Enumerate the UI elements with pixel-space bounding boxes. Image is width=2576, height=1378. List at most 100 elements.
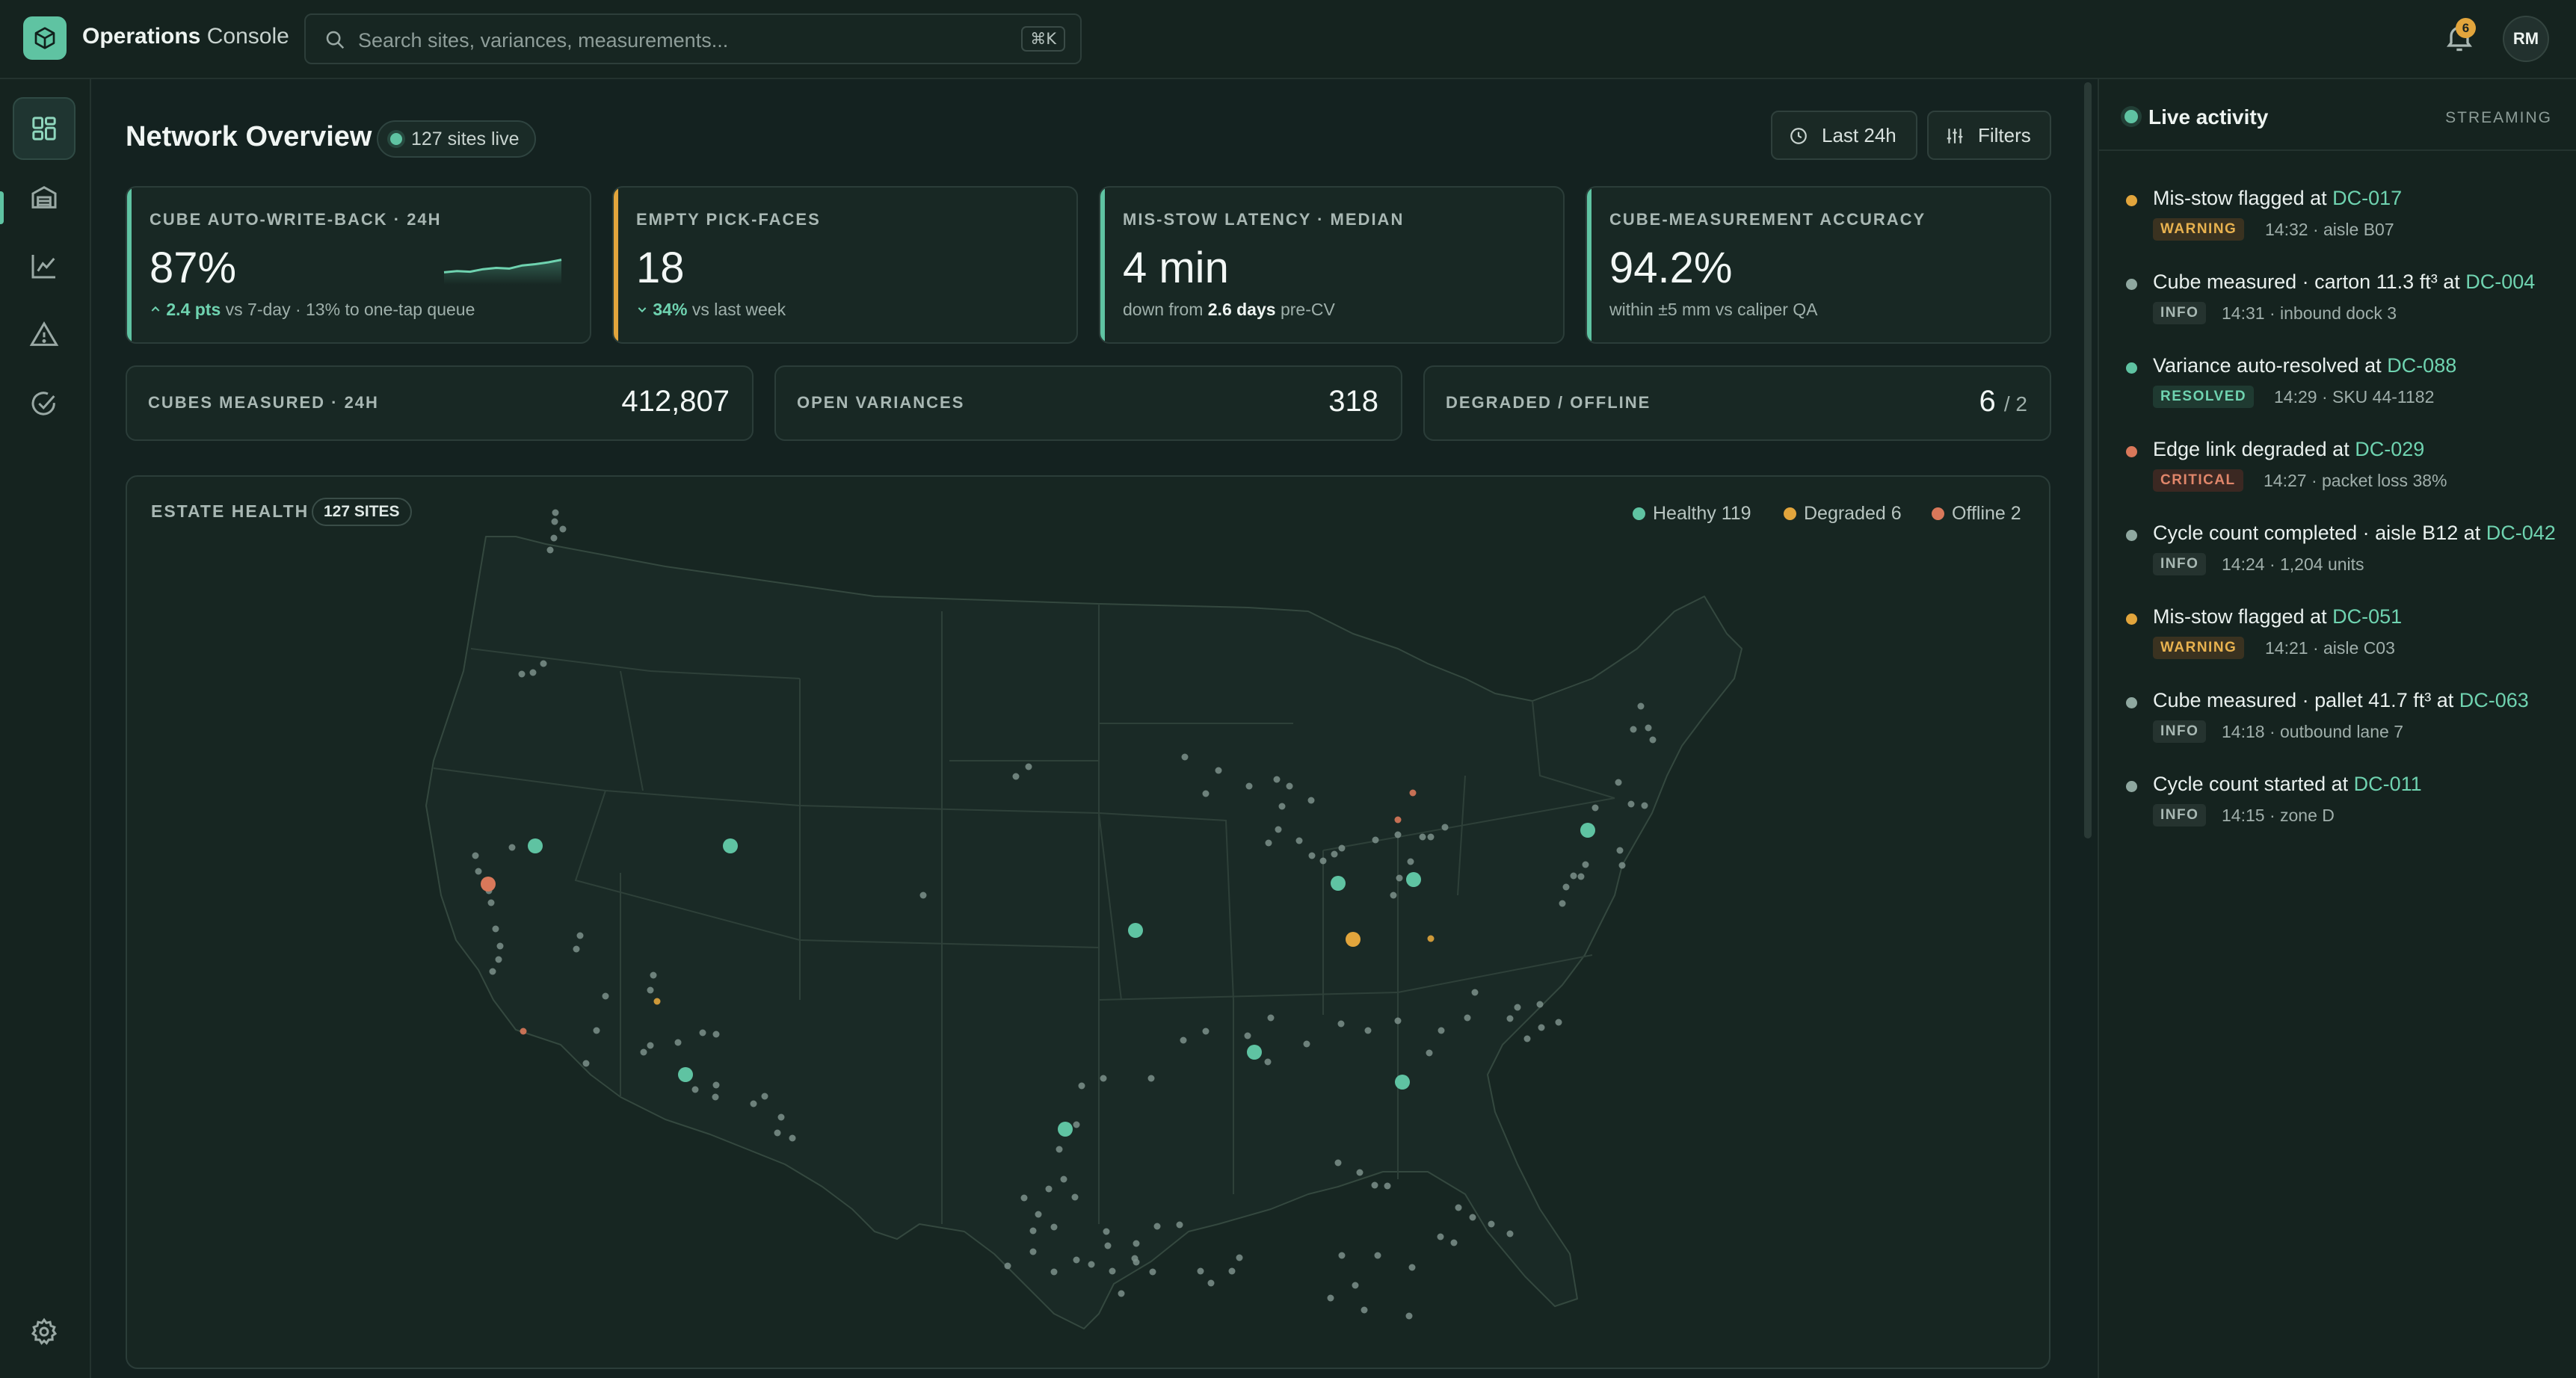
site-marker-healthy[interactable]	[723, 838, 738, 853]
activity-event[interactable]: Cube measured · carton 11.3 ft³ at DC-00…	[2099, 253, 2576, 336]
site-marker-healthy[interactable]	[1247, 1045, 1262, 1060]
site-marker[interactable]	[1035, 1211, 1042, 1218]
time-range-button[interactable]: Last 24h	[1771, 111, 1917, 160]
site-marker[interactable]	[1371, 1181, 1378, 1189]
site-marker[interactable]	[1538, 1024, 1545, 1031]
nav-settings[interactable]	[13, 1300, 76, 1363]
site-marker[interactable]	[602, 992, 609, 1000]
site-marker[interactable]	[1215, 767, 1222, 774]
site-marker[interactable]	[559, 525, 567, 533]
search-bar[interactable]: Search sites, variances, measurements...…	[304, 13, 1082, 64]
site-marker[interactable]	[546, 546, 554, 554]
site-marker-healthy[interactable]	[1580, 823, 1595, 838]
nav-analytics[interactable]	[13, 235, 76, 297]
site-marker-healthy[interactable]	[1058, 1122, 1073, 1137]
site-marker[interactable]	[1327, 1294, 1334, 1302]
site-marker[interactable]	[1649, 736, 1657, 744]
site-marker-degraded[interactable]	[1427, 935, 1435, 942]
site-marker[interactable]	[1455, 1204, 1462, 1211]
site-marker[interactable]	[1338, 1252, 1346, 1259]
site-marker[interactable]	[1618, 862, 1626, 869]
site-marker[interactable]	[691, 1086, 699, 1093]
site-marker[interactable]	[1591, 804, 1599, 812]
site-marker[interactable]	[1236, 1254, 1243, 1261]
site-marker[interactable]	[1025, 763, 1032, 770]
site-marker[interactable]	[1045, 1185, 1053, 1193]
site-marker-offline[interactable]	[520, 1028, 527, 1035]
site-marker[interactable]	[1562, 883, 1570, 891]
site-marker[interactable]	[475, 868, 482, 875]
kpi-card-mis-stow-latency[interactable]: Mis-stow latency · median 4 min down fro…	[1099, 186, 1565, 344]
event-site-link[interactable]: DC-011	[2353, 773, 2422, 795]
site-marker[interactable]	[1278, 803, 1286, 810]
site-marker[interactable]	[1469, 1214, 1476, 1221]
site-marker[interactable]	[1303, 1040, 1310, 1048]
site-marker[interactable]	[1441, 824, 1449, 831]
site-marker[interactable]	[1356, 1169, 1364, 1176]
site-marker[interactable]	[1181, 753, 1189, 761]
site-marker-healthy[interactable]	[1331, 876, 1346, 891]
site-marker[interactable]	[495, 956, 502, 963]
site-marker[interactable]	[647, 1042, 654, 1049]
site-marker-healthy[interactable]	[1406, 872, 1421, 887]
nav-warehouses[interactable]	[13, 166, 76, 229]
site-marker[interactable]	[1471, 989, 1479, 996]
site-marker[interactable]	[1438, 1027, 1445, 1034]
main-scrollbar[interactable]	[2084, 82, 2092, 838]
site-marker[interactable]	[712, 1093, 719, 1101]
site-marker[interactable]	[1264, 1058, 1272, 1066]
site-marker[interactable]	[1488, 1220, 1495, 1228]
site-marker[interactable]	[1450, 1239, 1458, 1246]
site-marker-healthy[interactable]	[678, 1067, 693, 1082]
site-marker[interactable]	[1506, 1015, 1514, 1022]
kpi-card-empty-pick-faces[interactable]: Empty pick-faces 18 34% vs last week	[612, 186, 1078, 344]
site-marker[interactable]	[1337, 1020, 1345, 1028]
site-marker[interactable]	[1147, 1075, 1155, 1082]
site-marker[interactable]	[1405, 1312, 1413, 1320]
site-marker[interactable]	[712, 1081, 720, 1089]
site-marker[interactable]	[540, 660, 547, 667]
site-marker[interactable]	[1020, 1194, 1028, 1202]
site-marker[interactable]	[1394, 1017, 1402, 1025]
site-marker[interactable]	[1286, 782, 1293, 790]
site-marker[interactable]	[1627, 800, 1635, 808]
site-marker[interactable]	[1245, 782, 1253, 790]
site-marker[interactable]	[1307, 797, 1315, 804]
kpi-card-measurement-accuracy[interactable]: Cube-measurement accuracy 94.2% within ±…	[1586, 186, 2051, 344]
site-marker[interactable]	[699, 1029, 706, 1036]
site-marker[interactable]	[1153, 1223, 1161, 1230]
cube-logo-icon[interactable]	[23, 16, 67, 60]
site-marker[interactable]	[1197, 1267, 1204, 1275]
site-marker[interactable]	[1060, 1175, 1067, 1183]
site-marker[interactable]	[1641, 802, 1648, 809]
site-marker[interactable]	[1202, 1028, 1210, 1035]
event-site-link[interactable]: DC-004	[2465, 271, 2536, 293]
site-marker-degraded[interactable]	[1346, 932, 1361, 947]
site-marker[interactable]	[1073, 1121, 1080, 1128]
event-site-link[interactable]: DC-063	[2459, 689, 2529, 711]
activity-event[interactable]: Mis-stow flagged at DC-017 WARNING 14:32…	[2099, 169, 2576, 253]
site-marker[interactable]	[551, 518, 558, 525]
activity-event[interactable]: Cube measured · pallet 41.7 ft³ at DC-06…	[2099, 671, 2576, 755]
site-marker[interactable]	[489, 968, 496, 975]
site-marker-offline[interactable]	[1394, 816, 1402, 824]
site-marker[interactable]	[1029, 1227, 1037, 1235]
site-marker[interactable]	[1559, 900, 1566, 907]
site-marker[interactable]	[919, 892, 927, 899]
site-marker[interactable]	[647, 986, 654, 994]
site-marker[interactable]	[650, 971, 657, 979]
activity-event[interactable]: Variance auto-resolved at DC-088 RESOLVE…	[2099, 336, 2576, 420]
site-marker[interactable]	[1103, 1228, 1110, 1235]
event-site-link[interactable]: DC-017	[2332, 187, 2403, 209]
site-marker[interactable]	[1207, 1279, 1215, 1287]
site-marker[interactable]	[1050, 1223, 1058, 1231]
us-map[interactable]	[127, 477, 2050, 1369]
site-marker[interactable]	[777, 1113, 785, 1121]
site-marker[interactable]	[1384, 1182, 1391, 1190]
filters-button[interactable]: Filters	[1927, 111, 2051, 160]
site-marker[interactable]	[1514, 1004, 1521, 1011]
site-marker[interactable]	[1582, 861, 1589, 868]
site-marker[interactable]	[1012, 773, 1020, 780]
site-marker[interactable]	[1149, 1268, 1156, 1276]
site-marker[interactable]	[1265, 839, 1272, 847]
